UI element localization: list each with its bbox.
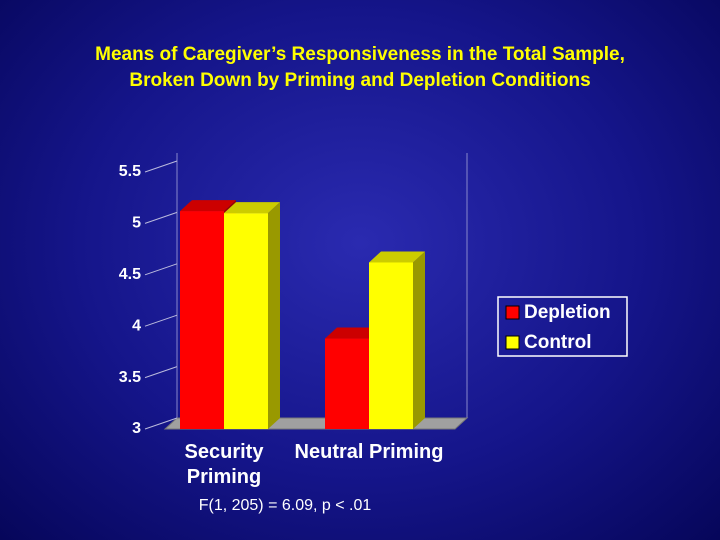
bar-side	[268, 202, 280, 429]
legend-box	[497, 296, 628, 357]
y-tick	[144, 366, 178, 379]
x-tick-label: Security Priming	[184, 441, 264, 488]
legend-label: Control	[524, 332, 592, 353]
y-tick	[144, 263, 178, 276]
legend-swatch	[505, 305, 520, 320]
bar-top	[224, 202, 280, 214]
bar-top	[325, 327, 381, 339]
chart-title: Means of Caregiver’s Responsiveness in t…	[95, 44, 625, 65]
y-tick	[144, 160, 178, 173]
bar-side	[413, 251, 425, 429]
annotation: F(1, 205) = 6.09, p < .01	[198, 497, 372, 514]
bar	[369, 262, 413, 429]
y-tick-label: 5.5	[119, 163, 141, 180]
bar	[224, 213, 268, 429]
y-tick-label: 4.5	[119, 266, 141, 283]
y-tick	[144, 314, 178, 327]
x-tick-label: Neutral Priming	[294, 441, 444, 463]
bar	[180, 211, 224, 429]
y-tick-label: 3	[132, 420, 141, 437]
y-tick-label: 5	[132, 215, 141, 232]
bar-top	[369, 251, 425, 263]
y-tick-label: 3.5	[119, 369, 141, 386]
bar-top	[180, 200, 236, 212]
bar	[325, 338, 369, 429]
y-tick	[144, 211, 178, 224]
legend-swatch	[505, 335, 520, 350]
chart-title: Broken Down by Priming and Depletion Con…	[129, 70, 591, 91]
y-tick	[144, 417, 178, 430]
y-tick-label: 4	[132, 317, 141, 334]
legend-label: Depletion	[524, 302, 611, 323]
